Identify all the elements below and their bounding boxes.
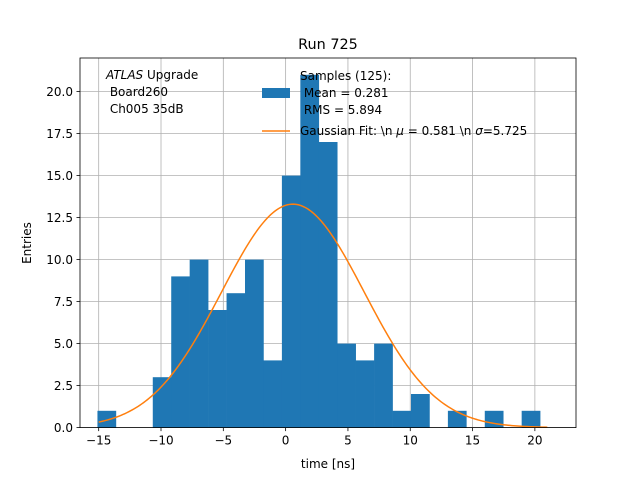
legend-fit-label: Gaussian Fit: \n μ = 0.581 \n σ=5.725 [300, 124, 527, 138]
legend-samples-mean: Mean = 0.281 [300, 86, 389, 100]
legend-fit-prefix: Gaussian Fit: \n [300, 124, 396, 138]
y-tick-label: 17.5 [46, 127, 73, 141]
histogram-bar [318, 142, 338, 428]
chart-title: Run 725 [298, 37, 358, 53]
legend-fit-mid: = 0.581 \n [404, 124, 475, 138]
histogram-bars [97, 74, 541, 428]
histogram-bar [208, 310, 227, 428]
x-tick-label: 5 [344, 434, 352, 448]
annotation-channel: Ch005 35dB [106, 102, 184, 116]
y-axis-ticks: 0.0 2.5 5.0 7.5 10.0 12.5 15.0 17.5 20.0 [46, 85, 80, 435]
legend-fit-sigma: σ [475, 124, 483, 138]
histogram-bar [97, 410, 117, 428]
histogram-bar [355, 360, 375, 428]
y-tick-label: 7.5 [54, 295, 73, 309]
y-axis-label: Entries [20, 222, 34, 264]
y-tick-label: 15.0 [46, 169, 73, 183]
histogram-bar [281, 175, 301, 428]
y-tick-label: 5.0 [54, 337, 73, 351]
histogram-bar [374, 343, 393, 428]
histogram-bar [226, 293, 246, 428]
svg-text:ATLAS Upgrade: ATLAS Upgrade [105, 68, 198, 82]
legend-samples-rms: RMS = 5.894 [300, 103, 382, 117]
y-tick-label: 12.5 [46, 211, 73, 225]
histogram-bar [447, 410, 467, 428]
legend-samples-swatch [262, 88, 290, 98]
histogram-bar [410, 394, 430, 428]
legend-fit-suffix: =5.725 [483, 124, 527, 138]
histogram-bar [152, 377, 172, 428]
histogram-bar [189, 259, 209, 428]
x-tick-label: −15 [86, 434, 111, 448]
annotation-board: Board260 [106, 85, 168, 99]
x-tick-label: 15 [465, 434, 480, 448]
x-tick-label: 0 [282, 434, 290, 448]
y-tick-label: 20.0 [46, 85, 73, 99]
legend-samples-title: Samples (125): [300, 69, 391, 83]
histogram-bar [521, 410, 541, 428]
legend-fit-mu: μ [395, 124, 404, 138]
gaussian-fit-line [98, 203, 548, 428]
histogram-bar [171, 276, 190, 428]
x-axis-label: time [ns] [301, 457, 355, 471]
atlas-annotation: ATLAS Upgrade Board260 Ch005 35dB [105, 68, 198, 116]
x-tick-label: −10 [148, 434, 173, 448]
x-axis-ticks: −15 −10 −5 0 5 10 15 20 [86, 427, 543, 448]
x-tick-label: 10 [403, 434, 418, 448]
y-tick-label: 0.0 [54, 421, 73, 435]
plot-frame [79, 57, 577, 429]
histogram-bar [300, 74, 320, 428]
histogram-bar [392, 410, 412, 428]
legend: Samples (125): Mean = 0.281 RMS = 5.894 … [262, 69, 527, 138]
histogram-bar [263, 360, 283, 428]
histogram-bar [337, 343, 356, 428]
x-tick-label: 20 [527, 434, 542, 448]
y-tick-label: 2.5 [54, 379, 73, 393]
y-tick-label: 10.0 [46, 253, 73, 267]
annotation-upgrade: Upgrade [143, 68, 198, 82]
annotation-atlas: ATLAS [105, 68, 144, 82]
x-tick-label: −5 [214, 434, 232, 448]
histogram-bar [245, 259, 264, 428]
